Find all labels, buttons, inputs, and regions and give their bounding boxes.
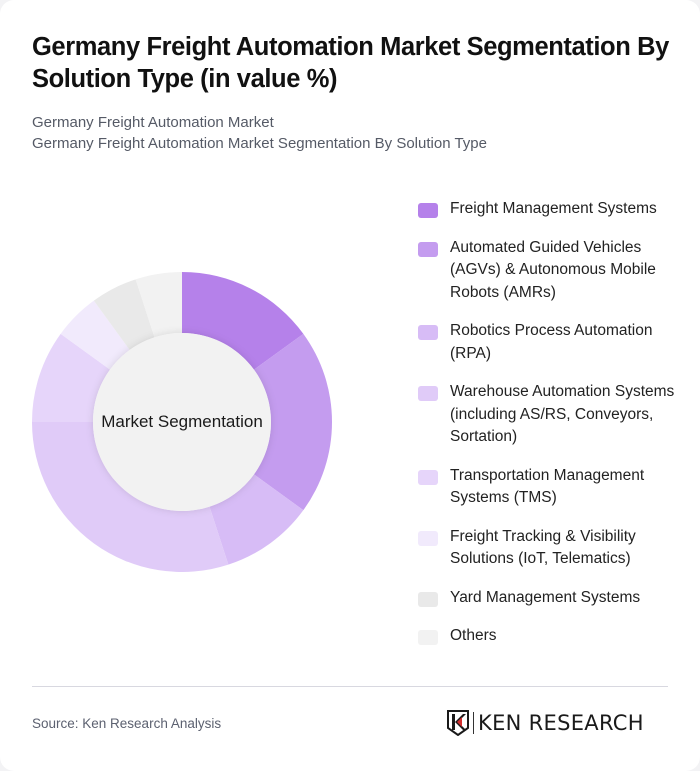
legend-swatch: [418, 325, 438, 340]
subtitle-market: Germany Freight Automation Market: [32, 114, 274, 131]
legend-item-warehouse-automation[interactable]: Warehouse Automation Systems (including …: [418, 381, 678, 449]
legend-swatch: [418, 469, 438, 485]
legend-label: Robotics Process Automation (RPA): [450, 322, 653, 362]
legend-label: Transportation Management Systems (TMS): [450, 466, 645, 507]
legend-label: Freight Tracking & Visibility Solutions …: [450, 527, 636, 568]
subtitle-segmentation: Germany Freight Automation Market Segmen…: [32, 135, 487, 152]
legend-item-freight-tracking[interactable]: Freight Tracking & Visibility Solutions …: [418, 526, 678, 571]
legend-item-others[interactable]: Others: [418, 625, 678, 648]
legend-item-rpa[interactable]: Robotics Process Automation (RPA): [418, 320, 678, 365]
legend-item-freight-management[interactable]: Freight Management Systems: [418, 198, 678, 221]
donut-center-label: Market Segmentation: [101, 412, 263, 431]
legend-swatch: [418, 241, 438, 257]
legend-label: Warehouse Automation Systems (including …: [450, 383, 675, 445]
legend-label: Freight Management Systems: [450, 200, 657, 217]
donut-slice[interactable]: [60, 300, 130, 370]
ken-research-logo: KEN RESEARCH: [447, 709, 644, 737]
legend-item-agvs-amrs[interactable]: Automated Guided Vehicles (AGVs) & Auton…: [418, 237, 678, 305]
donut-slice[interactable]: [32, 422, 229, 572]
chart-legend: Freight Management Systems Automated Gui…: [418, 198, 678, 664]
donut-slice[interactable]: [32, 333, 110, 422]
legend-swatch: [418, 530, 438, 546]
legend-label: Yard Management Systems: [450, 588, 641, 606]
logo-text: KEN RESEARCH: [478, 711, 644, 735]
legend-swatch: [418, 386, 438, 401]
legend-swatch: [418, 630, 438, 645]
legend-swatch: [418, 591, 438, 607]
source-note: Source: Ken Research Analysis: [32, 716, 222, 731]
legend-swatch: [418, 203, 438, 218]
donut-slice[interactable]: [135, 272, 182, 338]
legend-item-tms[interactable]: Transportation Management Systems (TMS): [418, 465, 678, 510]
donut-svg: [32, 272, 332, 572]
footer-divider: [32, 686, 668, 687]
donut-chart: Market Segmentation: [32, 272, 332, 572]
logo-divider: [473, 712, 474, 734]
legend-label: Others: [450, 627, 497, 644]
legend-label: Automated Guided Vehicles (AGVs) & Auton…: [450, 238, 656, 301]
donut-slice[interactable]: [182, 272, 304, 370]
donut-slice[interactable]: [209, 474, 304, 565]
donut-center: [93, 333, 271, 511]
legend-item-yard-management[interactable]: Yard Management Systems: [418, 587, 678, 610]
ken-research-k-shield-icon: [447, 710, 469, 736]
donut-slice[interactable]: [254, 333, 332, 511]
donut-slice[interactable]: [93, 279, 155, 350]
chart-title: Germany Freight Automation Market Segmen…: [32, 33, 669, 93]
chart-subtitle: Germany Freight Automation Market German…: [32, 112, 672, 154]
